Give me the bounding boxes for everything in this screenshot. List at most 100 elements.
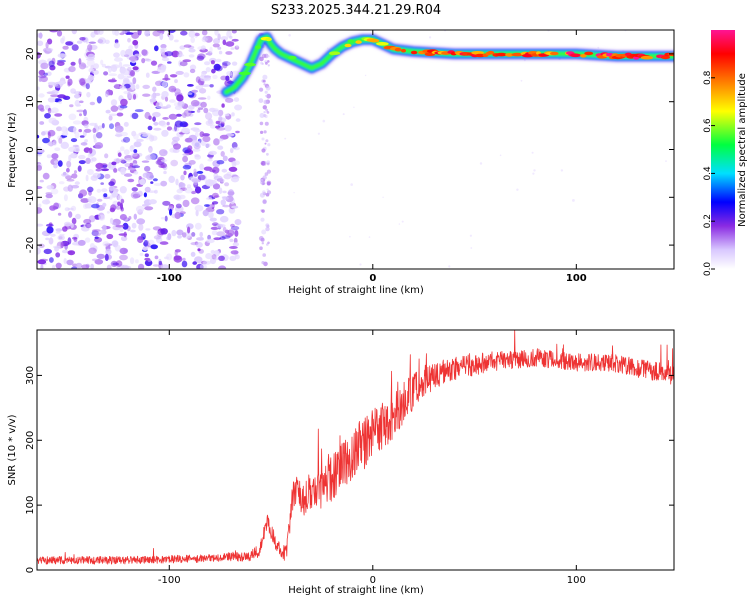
noise-speck — [196, 109, 201, 113]
noise-speck — [220, 151, 225, 157]
noise-speck — [43, 248, 52, 255]
noise-speck — [267, 55, 270, 58]
noise-speck — [206, 154, 214, 158]
noise-speck — [162, 200, 171, 206]
noise-speck — [154, 189, 158, 194]
noise-speck — [78, 129, 82, 133]
noise-speck — [75, 262, 83, 269]
noise-speck — [169, 99, 176, 103]
noise-speck — [79, 189, 88, 197]
noise-speck — [191, 140, 201, 147]
ridge-cell — [471, 51, 484, 55]
noise-speck — [106, 211, 110, 214]
noise-speck — [215, 125, 221, 129]
noise-speck — [163, 150, 168, 154]
noise-speck — [198, 138, 204, 143]
noise-speck — [479, 162, 483, 165]
noise-speck — [212, 166, 220, 174]
noise-speck — [176, 229, 184, 236]
noise-speck — [217, 46, 222, 50]
noise-speck — [531, 151, 534, 154]
noise-speck — [63, 194, 68, 202]
noise-speck — [68, 211, 73, 218]
noise-speck — [60, 37, 65, 44]
noise-speck — [38, 203, 42, 208]
noise-speck — [67, 207, 74, 211]
noise-speck — [53, 163, 58, 169]
noise-speck — [160, 47, 167, 51]
noise-speck — [182, 153, 190, 156]
noise-speck — [213, 63, 221, 71]
noise-speck — [167, 61, 172, 64]
noise-speck — [83, 203, 89, 210]
noise-speck — [263, 79, 266, 83]
noise-speck — [212, 74, 218, 80]
noise-speck — [80, 142, 88, 146]
noise-speck — [57, 53, 67, 58]
noise-speck — [167, 233, 172, 241]
noise-speck — [218, 123, 225, 128]
noise-speck — [470, 247, 473, 249]
noise-speck — [70, 222, 74, 229]
snr-frame — [36, 329, 675, 571]
noise-speck — [218, 137, 224, 142]
noise-speck — [129, 162, 134, 167]
noise-speck — [191, 89, 199, 93]
noise-speck — [163, 170, 167, 175]
noise-speck — [117, 152, 122, 157]
noise-speck — [160, 264, 170, 269]
noise-speck — [136, 138, 144, 142]
x-tick-label: 0 — [370, 575, 376, 586]
noise-speck — [218, 187, 223, 194]
noise-speck — [114, 244, 121, 252]
noise-speck — [226, 171, 232, 177]
noise-speck — [66, 259, 74, 266]
noise-speck — [38, 243, 45, 248]
noise-speck — [98, 214, 106, 221]
noise-speck — [175, 178, 179, 186]
noise-speck — [115, 224, 125, 228]
noise-speck — [572, 199, 575, 202]
noise-speck — [78, 160, 86, 165]
noise-speck — [83, 123, 89, 129]
noise-speck — [166, 104, 172, 109]
ridge-cell — [347, 39, 354, 43]
noise-speck — [133, 149, 138, 154]
noise-speck — [212, 183, 221, 190]
noise-speck — [37, 86, 40, 91]
noise-speck — [120, 146, 125, 152]
noise-speck — [229, 147, 234, 154]
noise-speck — [265, 85, 271, 91]
noise-speck — [79, 100, 84, 104]
noise-speck — [104, 253, 109, 261]
noise-speck — [110, 105, 119, 112]
noise-speck — [127, 178, 135, 183]
noise-speck — [100, 59, 104, 65]
noise-speck — [122, 77, 130, 83]
noise-speck — [216, 209, 225, 215]
noise-speck — [130, 145, 136, 149]
noise-speck — [152, 178, 158, 182]
noise-speck — [130, 191, 140, 199]
noise-speck — [202, 260, 212, 265]
noise-speck — [133, 213, 137, 220]
noise-speck — [88, 74, 94, 82]
noise-speck — [141, 58, 146, 64]
snr-y-ticks: 0 100 200 300 — [25, 366, 674, 573]
noise-speck — [220, 199, 226, 206]
noise-speck — [100, 182, 104, 185]
noise-speck — [179, 45, 186, 50]
noise-speck — [216, 127, 226, 131]
noise-speck — [207, 158, 213, 162]
noise-speck — [183, 72, 190, 78]
noise-speck — [108, 186, 115, 191]
noise-speck — [264, 172, 269, 176]
noise-speck — [189, 68, 196, 74]
noise-speck — [40, 62, 49, 69]
noise-speck — [52, 140, 57, 146]
noise-speck — [75, 213, 81, 220]
noise-speck — [51, 89, 59, 95]
noise-speck — [262, 175, 267, 180]
noise-speck — [123, 149, 130, 156]
noise-speck — [216, 223, 224, 229]
